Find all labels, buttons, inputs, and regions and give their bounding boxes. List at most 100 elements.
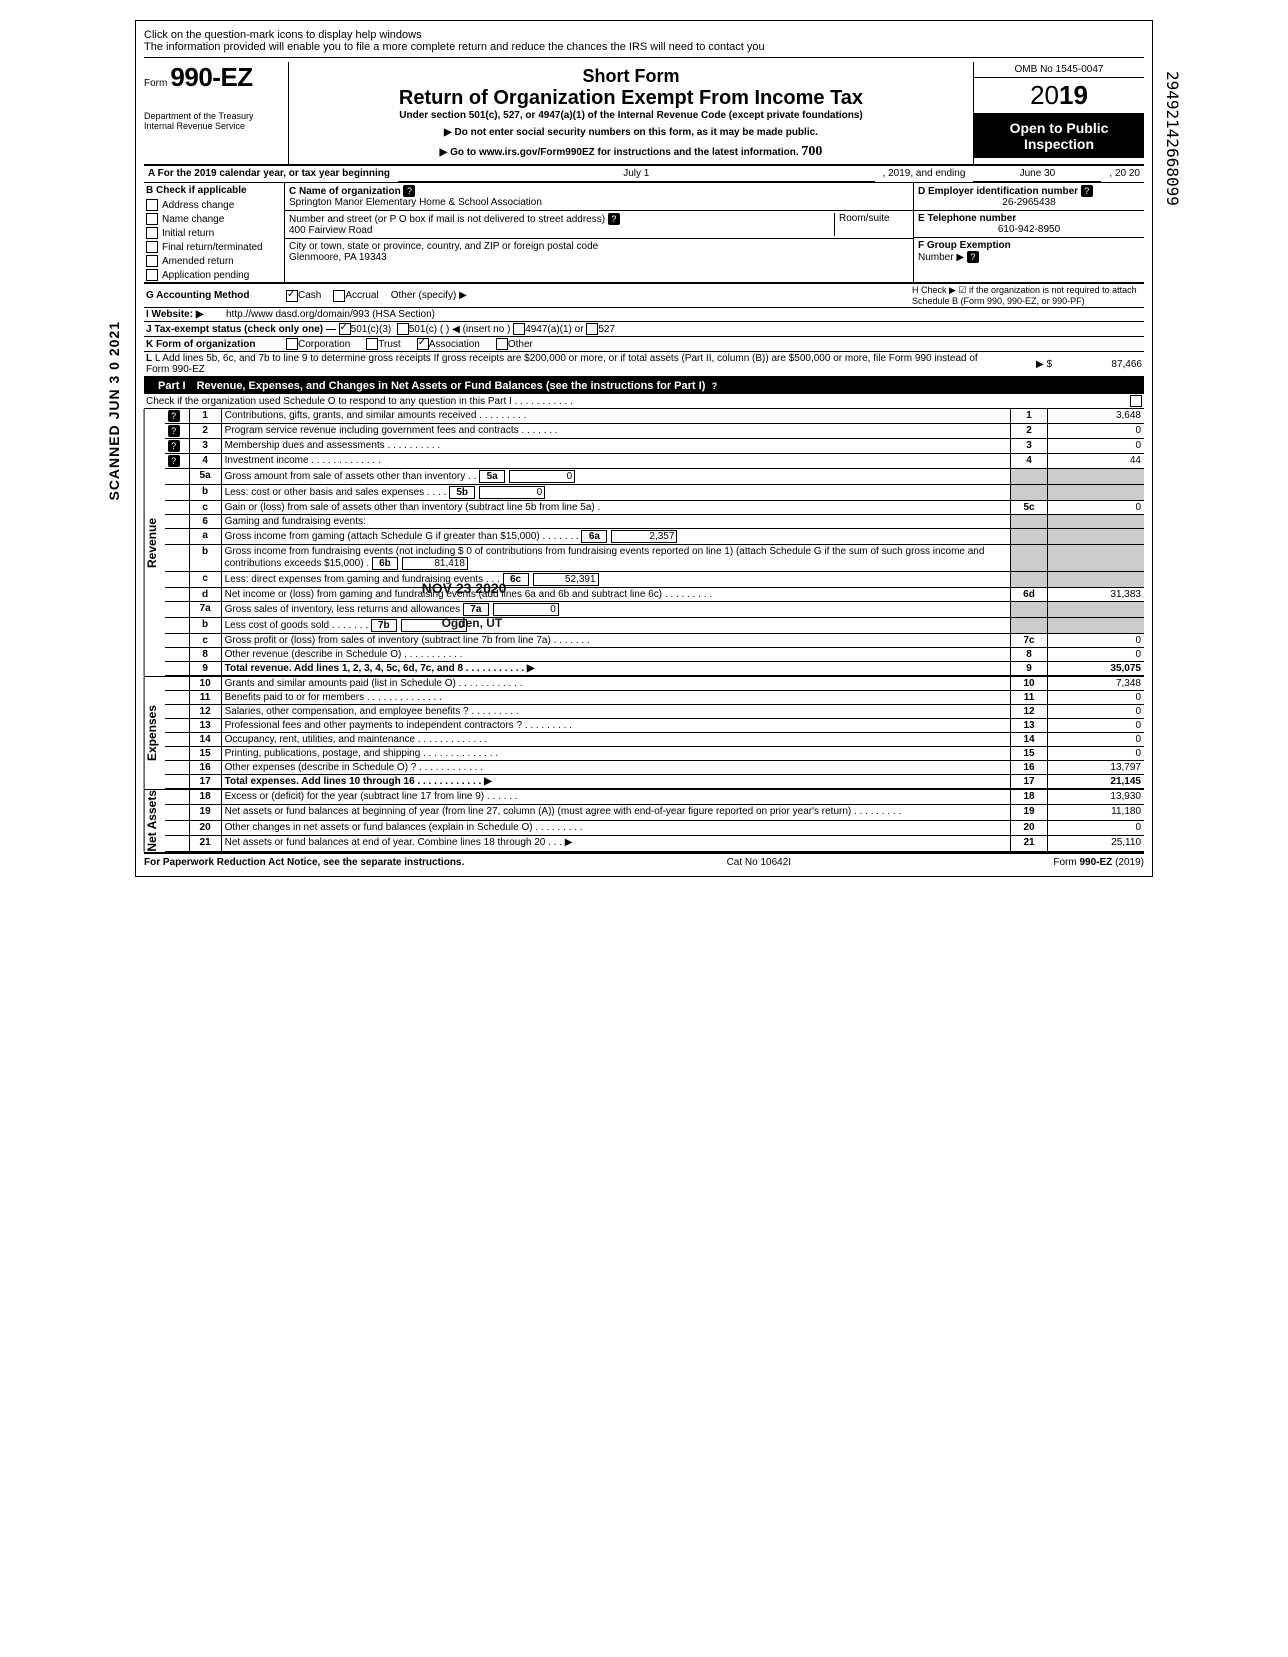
form-number: 990-EZ	[170, 62, 252, 92]
chk-app-pending[interactable]: Application pending	[144, 268, 284, 282]
footer-mid: Cat No 10642I	[727, 857, 792, 868]
line-6b: Gross income from fundraising events (no…	[225, 546, 985, 569]
chk-trust[interactable]	[366, 338, 378, 350]
line-20: Other changes in net assets or fund bala…	[221, 820, 1010, 835]
line-5a: Gross amount from sale of assets other t…	[225, 471, 477, 482]
chk-cash[interactable]	[286, 290, 298, 302]
j-527: 527	[598, 324, 615, 335]
chk-other[interactable]	[496, 338, 508, 350]
l-value: 87,466	[1052, 359, 1142, 370]
help-icon[interactable]: ?	[403, 185, 415, 197]
sub-7a-amt: 0	[493, 603, 559, 616]
sub-5a: 5a	[479, 470, 505, 483]
revenue-label: Revenue	[144, 409, 165, 676]
chk-schedule-o[interactable]	[1130, 395, 1142, 407]
help-line1: Click on the question-mark icons to disp…	[144, 29, 422, 41]
row-a-tail: , 20 20	[1105, 166, 1144, 182]
chk-4947[interactable]	[513, 323, 525, 335]
sub-6b: 6b	[372, 557, 398, 570]
k-trust: Trust	[378, 339, 400, 350]
line-9-amt: 35,075	[1048, 662, 1145, 676]
line-2-amt: 0	[1048, 424, 1145, 439]
return-title: Return of Organization Exempt From Incom…	[295, 87, 967, 110]
line-8-amt: 0	[1048, 648, 1145, 662]
footer: For Paperwork Reduction Act Notice, see …	[144, 854, 1144, 868]
header: Form 990-EZ Department of the Treasury I…	[144, 62, 1144, 166]
sub-5b: 5b	[449, 486, 475, 499]
line-1-amt: 3,648	[1048, 409, 1145, 424]
part1-label: Part I	[150, 378, 194, 394]
goto-line: ▶ Go to www.irs.gov/Form990EZ for instru…	[295, 144, 967, 160]
footer-form-no: 990-EZ	[1080, 857, 1113, 868]
footer-right: Form 990-EZ (2019)	[1053, 857, 1144, 868]
b-item-3: Final return/terminated	[162, 242, 263, 253]
dept1: Department of the Treasury	[144, 111, 254, 121]
sub-6a: 6a	[581, 530, 607, 543]
line-7c-amt: 0	[1048, 634, 1145, 648]
part1-check-row: Check if the organization used Schedule …	[144, 394, 1144, 409]
j-row: J Tax-exempt status (check only one) — 5…	[144, 322, 1144, 337]
chk-527[interactable]	[586, 323, 598, 335]
line-16-amt: 13,797	[1048, 761, 1145, 775]
sub-5b-amt: 0	[479, 486, 545, 499]
header-center: Short Form Return of Organization Exempt…	[289, 62, 974, 164]
i-row: I Website: ▶ http.//www dasd.org/domain/…	[144, 308, 1144, 322]
e-label: E Telephone number	[918, 213, 1016, 224]
line-3: Membership dues and assessments . . . . …	[221, 439, 1010, 454]
line-6a: Gross income from gaming (attach Schedul…	[225, 531, 579, 542]
addr-label: Number and street (or P O box if mail is…	[289, 214, 605, 225]
line-7c: Gross profit or (loss) from sales of inv…	[221, 634, 1010, 648]
line-14: Occupancy, rent, utilities, and maintena…	[221, 733, 1010, 747]
k-other: Other	[508, 339, 533, 350]
chk-amended[interactable]: Amended return	[144, 254, 284, 268]
line-9: Total revenue. Add lines 1, 2, 3, 4, 5c,…	[221, 662, 1010, 676]
omb: OMB No 1545-0047	[974, 62, 1144, 78]
help-icon[interactable]: ?	[708, 380, 720, 392]
line-21: Net assets or fund balances at end of ye…	[221, 836, 1010, 851]
d-value: 26-2965438	[918, 197, 1140, 208]
chk-final-return[interactable]: Final return/terminated	[144, 240, 284, 254]
f-row: F Group Exemption Number ▶ ?	[914, 238, 1144, 265]
sub-7b: 7b	[371, 619, 397, 632]
dept: Department of the Treasury Internal Reve…	[144, 111, 284, 131]
chk-corp[interactable]	[286, 338, 298, 350]
b-item-4: Amended return	[162, 256, 234, 267]
scanned-stamp: SCANNED JUN 3 0 2021	[106, 321, 122, 501]
netassets-table: 18Excess or (deficit) for the year (subt…	[165, 790, 1144, 852]
help-icon[interactable]: ?	[168, 455, 180, 467]
identity-grid: B Check if applicable Address change Nam…	[144, 183, 1144, 284]
b-item-5: Application pending	[162, 270, 249, 281]
e-value: 610-942-8950	[918, 224, 1140, 235]
help-icon[interactable]: ?	[168, 440, 180, 452]
help-note: Click on the question-mark icons to disp…	[144, 29, 1144, 58]
ssn-warning: ▶ Do not enter social security numbers o…	[295, 127, 967, 138]
col-right: D Employer identification number ? 26-29…	[914, 183, 1144, 282]
help-icon[interactable]: ?	[168, 410, 180, 422]
footer-left: For Paperwork Reduction Act Notice, see …	[144, 857, 464, 868]
chk-assoc[interactable]	[417, 338, 429, 350]
help-icon[interactable]: ?	[608, 213, 620, 225]
form-prefix: Form	[144, 78, 167, 89]
sub-6c-amt: 52,391	[533, 573, 599, 586]
help-icon[interactable]: ?	[168, 425, 180, 437]
help-icon[interactable]: ?	[967, 251, 979, 263]
g-cash: Cash	[298, 290, 321, 301]
line-17-amt: 21,145	[1048, 775, 1145, 789]
dln-number: 29492142668099	[1163, 71, 1182, 206]
chk-501c3[interactable]	[339, 323, 351, 335]
b-item-1: Name change	[162, 214, 224, 225]
chk-initial-return[interactable]: Initial return	[144, 226, 284, 240]
help-icon[interactable]: ?	[1081, 185, 1093, 197]
line-8: Other revenue (describe in Schedule O) .…	[221, 648, 1010, 662]
chk-name-change[interactable]: Name change	[144, 212, 284, 226]
b-item-0: Address change	[162, 200, 234, 211]
tax-year: 2019	[974, 78, 1144, 114]
chk-address-change[interactable]: Address change	[144, 198, 284, 212]
dept2: Internal Revenue Service	[144, 121, 245, 131]
line-6: Gaming and fundraising events:	[221, 515, 1010, 529]
chk-accrual[interactable]	[333, 290, 345, 302]
revenue-section: Revenue ?1Contributions, gifts, grants, …	[144, 409, 1144, 677]
part1-check: Check if the organization used Schedule …	[146, 396, 1130, 407]
part1-desc: Revenue, Expenses, and Changes in Net As…	[197, 380, 706, 392]
chk-501c[interactable]	[397, 323, 409, 335]
